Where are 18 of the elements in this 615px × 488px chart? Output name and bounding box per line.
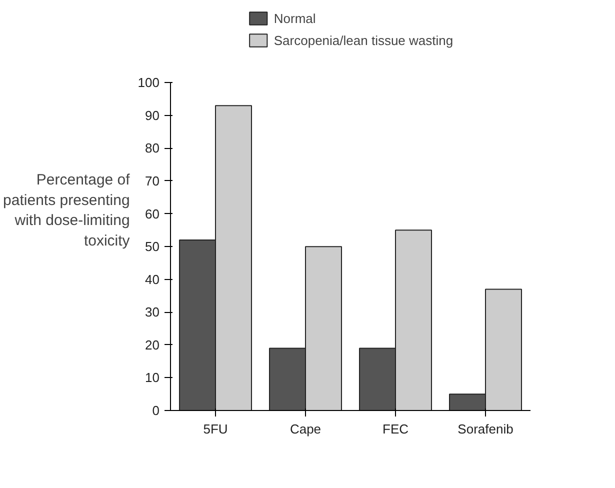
y-tick-label: 90 — [145, 108, 160, 123]
y-tick-label: 80 — [145, 140, 160, 156]
y-tick-label: 30 — [145, 304, 160, 320]
y-tick-label: 70 — [145, 173, 160, 188]
y-tick-label: 0 — [152, 403, 160, 418]
y-tick-label: 100 — [138, 75, 160, 90]
legend-label: Sarcopenia/lean tissue wasting — [274, 32, 454, 48]
x-tick-label: Cape — [290, 422, 322, 436]
y-tick-label: 40 — [145, 272, 160, 287]
y-tick-label: 20 — [145, 337, 160, 352]
x-tick-label: 5FU — [203, 422, 228, 436]
y-tick-label: 50 — [145, 239, 160, 254]
y-tick-label: 10 — [145, 370, 160, 386]
legend-label: Normal — [274, 10, 316, 26]
x-tick-label: FEC — [382, 422, 408, 436]
y-tick-label: 60 — [145, 206, 160, 222]
y-axis-title: Percentage of patients presenting with dose-limiting toxicity — [3, 171, 131, 250]
x-tick-label: Sorafenib — [458, 422, 514, 436]
